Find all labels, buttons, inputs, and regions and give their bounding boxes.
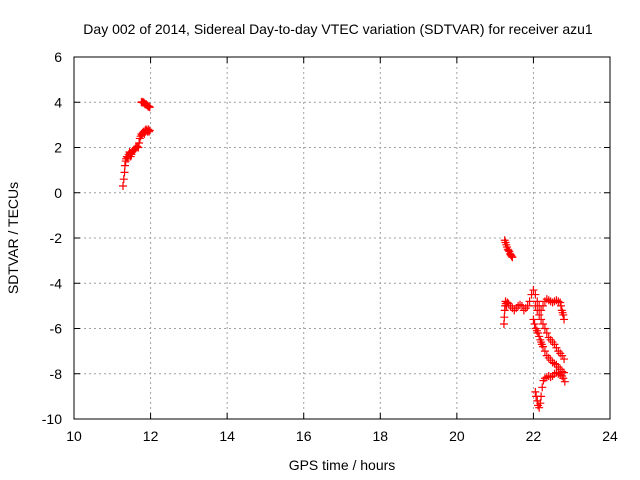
data-point: [535, 332, 544, 341]
data-point: [500, 313, 509, 322]
data-point: [539, 319, 547, 328]
y-tick-label: 6: [54, 49, 62, 65]
data-point: [135, 138, 144, 147]
data-point: [531, 290, 540, 299]
data-point: [525, 297, 534, 306]
data-point: [120, 161, 129, 170]
data-point: [531, 387, 540, 396]
y-tick-label: 4: [54, 94, 62, 110]
data-point: [560, 315, 569, 324]
data-point: [145, 127, 154, 136]
data-point: [536, 399, 545, 408]
x-tick-label: 20: [449, 428, 465, 444]
data-points: [119, 97, 569, 412]
y-tick-label: 0: [54, 185, 62, 201]
data-point: [538, 383, 547, 392]
data-point: [499, 319, 508, 328]
data-point: [504, 246, 513, 255]
data-point: [145, 103, 154, 112]
data-point: [133, 142, 142, 151]
data-point: [119, 175, 128, 184]
data-point: [529, 286, 538, 295]
series-1: [119, 97, 154, 190]
y-tick-label: 2: [54, 140, 62, 156]
y-tick-label: -2: [50, 230, 63, 246]
x-axis-label: GPS time / hours: [289, 457, 396, 473]
data-point: [535, 310, 544, 319]
data-point: [537, 315, 546, 324]
data-point: [535, 403, 544, 412]
y-tick-label: -10: [42, 411, 62, 427]
data-point: [552, 343, 561, 352]
data-point: [507, 252, 516, 261]
y-tick-label: -4: [50, 275, 63, 291]
data-point: [529, 315, 538, 324]
x-tick-label: 12: [143, 428, 159, 444]
x-tick-label: 24: [602, 428, 618, 444]
data-point: [560, 377, 569, 386]
data-point: [533, 297, 542, 306]
data-point: [533, 306, 542, 315]
data-point: [558, 367, 567, 376]
data-point: [530, 319, 539, 328]
data-point: [145, 126, 154, 135]
data-point: [134, 143, 143, 152]
data-point: [119, 181, 128, 190]
y-axis-label: SDTVAR / TECUs: [5, 182, 21, 294]
x-tick-label: 16: [296, 428, 312, 444]
data-point: [540, 324, 549, 333]
data-point: [559, 310, 568, 319]
axis-ticks: [73, 56, 611, 420]
data-point: [550, 340, 559, 349]
data-point: [516, 300, 525, 309]
chart-title: Day 002 of 2014, Sidereal Day-to-day VTE…: [83, 21, 593, 37]
data-point: [556, 298, 565, 307]
x-tick-label: 10: [66, 428, 82, 444]
x-tick-labels: 10 12 14 16 18 20 22 24: [66, 428, 618, 444]
data-point: [540, 347, 549, 356]
data-point: [537, 392, 546, 401]
y-tick-label: -6: [50, 321, 63, 337]
data-point: [560, 355, 569, 364]
x-tick-label: 14: [219, 428, 235, 444]
x-tick-label: 18: [372, 428, 388, 444]
data-point: [120, 168, 129, 177]
grid-lines: [74, 57, 610, 419]
data-point: [539, 301, 547, 310]
y-tick-label: -8: [50, 366, 63, 382]
data-point: [559, 374, 568, 383]
series-2: [499, 236, 569, 412]
data-point: [542, 329, 551, 338]
data-point: [558, 351, 567, 360]
y-tick-labels: -10 -8 -6 -4 -2 0 2 4 6: [42, 49, 62, 427]
data-point: [534, 329, 543, 338]
data-point: [145, 102, 154, 111]
data-point: [560, 368, 569, 377]
x-tick-label: 22: [526, 428, 542, 444]
data-point: [531, 301, 540, 310]
data-point: [554, 297, 563, 306]
data-point: [550, 359, 559, 368]
data-point: [523, 301, 532, 310]
data-point: [539, 342, 547, 351]
data-point: [556, 301, 565, 310]
data-point: [546, 373, 555, 382]
data-point: [508, 253, 517, 262]
